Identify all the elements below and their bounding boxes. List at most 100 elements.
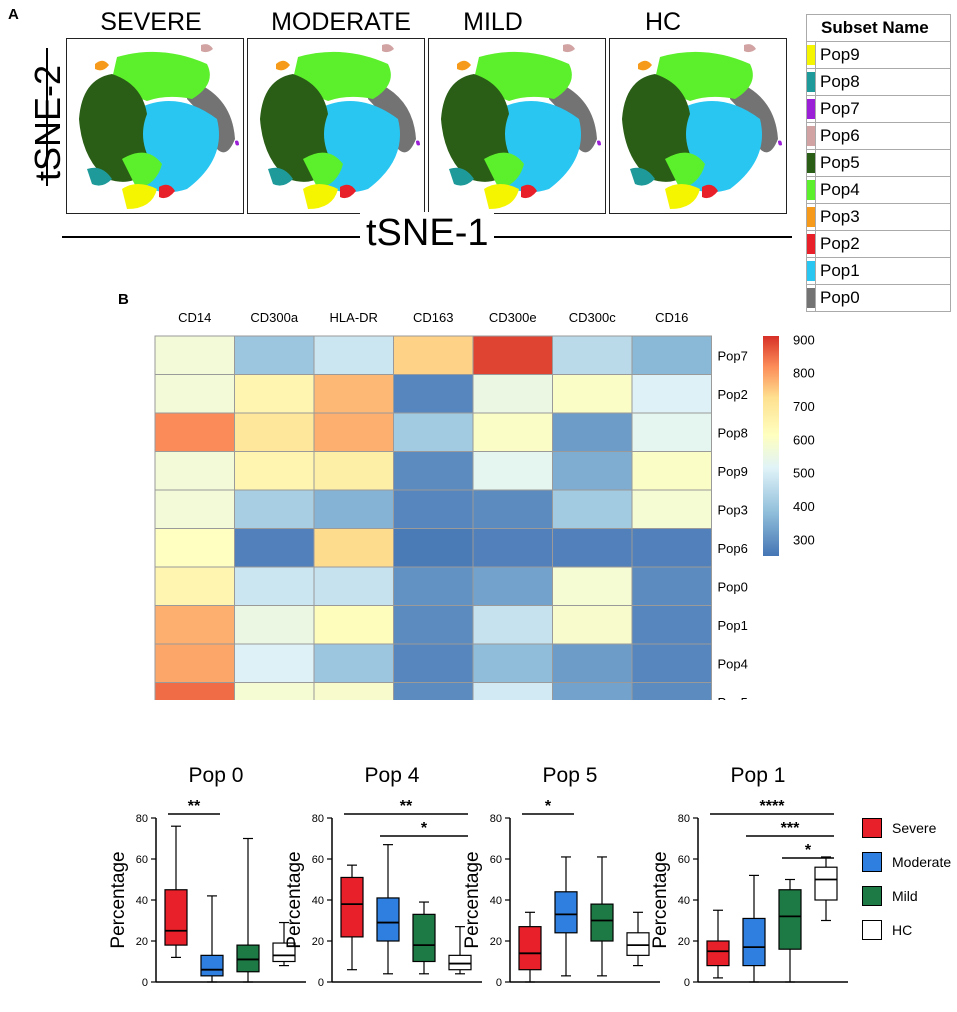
boxplot-legend-label: Mild [892,888,918,904]
boxplot-y-label: Percentage [108,851,129,948]
boxplot-legend-label: HC [892,922,913,938]
tsne-cluster-pop6 [201,44,213,53]
boxplot-y-tick-label: 0 [142,977,148,989]
heatmap-cell [234,451,315,491]
heatmap-column-label: CD300a [250,310,298,325]
subset-legend-item: Pop9 [806,41,951,69]
tsne-cluster-pop2 [702,184,718,199]
panel-b-label: B [118,291,129,308]
boxplot-box [554,891,578,934]
significance-label: **** [760,798,786,815]
heatmap-row-label: Pop2 [718,387,748,402]
tsne-cluster-pop4 [303,152,343,189]
subset-legend-item: Pop0 [806,284,951,312]
heatmap-cell [154,374,235,414]
tsne-cluster-pop8 [449,167,474,186]
subset-legend-swatch [806,257,816,285]
subset-legend: Subset Name Pop9 Pop8 Pop7 Pop6 Pop5 Pop4 Pop3… [806,14,951,312]
heatmap-column-label: CD163 [413,310,453,325]
boxplot-legend: Severe Moderate Mild HC [862,818,957,954]
heatmap-cell [313,489,394,529]
tsne-cluster-pop7 [778,140,782,146]
boxplot-box [626,932,650,956]
tsne-cluster-pop2 [521,184,537,199]
subset-legend-item: Pop7 [806,95,951,123]
tsne-cluster-pop2 [159,184,175,199]
tsne-cluster-pop4 [665,152,705,189]
heatmap-cell [313,643,394,683]
boxplot-legend-item: Moderate [862,852,957,872]
heatmap-cell [393,682,474,700]
boxplot-box [518,926,542,971]
boxplot-legend-swatch [862,886,882,906]
heatmap-cell [631,528,712,568]
heatmap-cell [393,605,474,645]
boxplot-legend-item: Mild [862,886,957,906]
boxplot-y-tick-label: 20 [678,936,690,948]
boxplot-pop0: Pop 0 Percentage 0 20 40 60 80 ** [108,764,306,989]
tsne-cluster-pop9 [665,184,700,209]
heatmap-cell [552,335,633,375]
tsne-cluster-pop4 [474,51,572,101]
tsne-cluster-pop4 [112,51,210,101]
tsne-cluster-pop4 [293,51,391,101]
tsne-plot-moderate [247,38,425,214]
heatmap-cell [234,643,315,683]
subset-legend-item: Pop3 [806,203,951,231]
subset-legend-item: Pop2 [806,230,951,258]
heatmap-row-label: Pop6 [718,541,748,556]
heatmap-cell [154,643,235,683]
tsne-cluster-pop3 [276,60,290,71]
significance-label: * [421,820,428,837]
heatmap-column-label: CD14 [178,310,211,325]
boxplot-legend-item: HC [862,920,957,940]
heatmap-cell [472,605,553,645]
heatmap-cell [393,528,474,568]
tsne-plot-mild [428,38,606,214]
heatmap-cell [154,451,235,491]
boxplot-box [412,913,436,963]
boxplot-y-label: Percentage [462,851,483,948]
heatmap-cell [631,412,712,452]
boxplot-box [340,876,364,938]
subset-legend-label: Pop7 [815,95,951,123]
heatmap-row-label: Pop4 [718,656,748,671]
subset-legend-item: Pop1 [806,257,951,285]
subset-legend-label: Pop6 [815,122,951,150]
heatmap-cell [393,643,474,683]
heatmap-cell [631,643,712,683]
boxplot-legend-swatch [862,920,882,940]
heatmap-cell [313,605,394,645]
tsne-cluster-pop4 [655,51,753,101]
boxplot-y-tick-label: 0 [684,977,690,989]
subset-legend-swatch [806,149,816,177]
boxplot-y-tick-label: 80 [312,813,324,825]
boxplot-y-label: Percentage [650,851,671,948]
subset-legend-label: Pop1 [815,257,951,285]
boxplot-box [200,954,224,977]
heatmap-cell [234,566,315,606]
heatmap-cell [472,643,553,683]
tsne-cluster-pop6 [744,44,756,53]
heatmap-cell [154,489,235,529]
boxplot-y-tick-label: 40 [490,895,502,907]
heatmap-cell [472,451,553,491]
heatmap-cell [313,335,394,375]
boxplot-title: Pop 1 [731,764,786,787]
heatmap-cell [631,451,712,491]
subset-legend-swatch [806,95,816,123]
boxplot-box [590,903,614,942]
tsne-cluster-pop3 [638,60,652,71]
boxplot-legend-item: Severe [862,818,957,838]
heatmap-cell [393,412,474,452]
boxplot-y-tick-label: 0 [496,977,502,989]
heatmap-column-label: CD16 [655,310,688,325]
subset-legend-title: Subset Name [806,14,951,42]
boxplot-y-tick-label: 20 [490,936,502,948]
heatmap-cell [472,566,553,606]
tsne-plot-severe [66,38,244,214]
subset-legend-label: Pop0 [815,284,951,312]
heatmap-cell [313,412,394,452]
heatmap-cell [154,605,235,645]
tsne-plot-hc [609,38,787,214]
